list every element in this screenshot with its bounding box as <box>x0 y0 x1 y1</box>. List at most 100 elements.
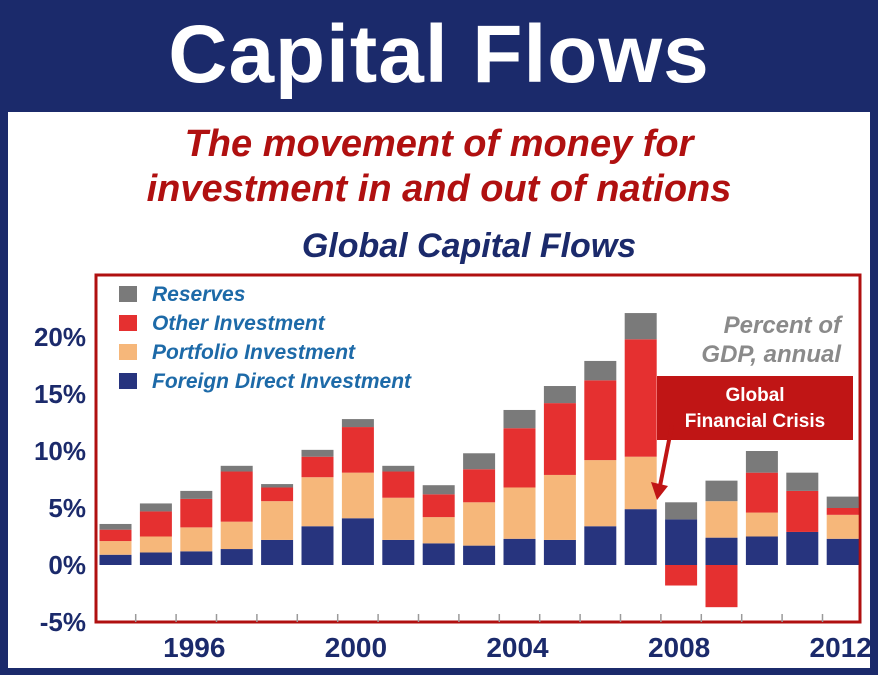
bar-fdi-2003 <box>463 545 496 565</box>
bar-reserves-1998 <box>261 484 294 488</box>
bar-other_investment-2012 <box>826 508 859 515</box>
bar-fdi-2008 <box>665 519 698 565</box>
y-tick-label: 20% <box>34 322 86 352</box>
bar-portfolio_investment-2006 <box>584 460 617 527</box>
page-title: Capital Flows <box>168 9 710 100</box>
bar-fdi-2002 <box>422 543 455 565</box>
bar-fdi-1998 <box>261 539 294 565</box>
bar-reserves-1995 <box>139 503 172 512</box>
bar-reserves-2010 <box>745 451 778 473</box>
bar-reserves-2011 <box>786 472 819 491</box>
bar-other_investment-2009 <box>705 565 738 608</box>
bar-reserves-1994 <box>99 523 132 530</box>
bar-other_investment-2004 <box>503 428 536 488</box>
subtitle-line-1: The movement of money for <box>184 123 694 165</box>
legend-swatch-other_investment <box>119 315 137 331</box>
y-tick-label: 15% <box>34 379 86 409</box>
bar-other_investment-2000 <box>341 427 374 473</box>
bar-portfolio_investment-2012 <box>826 514 859 539</box>
subtitle: The movement of money for investment in … <box>0 122 878 212</box>
legend-label-other_investment: Other Investment <box>152 312 326 335</box>
bar-portfolio_investment-2001 <box>382 497 415 540</box>
bar-reserves-2000 <box>341 419 374 428</box>
annotation-box <box>657 376 853 440</box>
bar-portfolio_investment-2009 <box>705 501 738 538</box>
bar-reserves-1997 <box>220 465 253 472</box>
bar-other_investment-1996 <box>180 498 213 528</box>
bar-fdi-1996 <box>180 551 213 565</box>
annotation-arrow-shaft <box>658 424 674 487</box>
bar-other_investment-1998 <box>261 487 294 502</box>
bar-other_investment-1999 <box>301 456 334 478</box>
bar-fdi-2006 <box>584 526 617 565</box>
bar-reserves-2003 <box>463 453 496 470</box>
bar-fdi-2007 <box>624 509 657 565</box>
bar-fdi-2005 <box>543 539 576 565</box>
legend-label-portfolio_investment: Portfolio Investment <box>152 341 356 364</box>
legend-swatch-reserves <box>119 286 137 302</box>
bar-fdi-2001 <box>382 539 415 565</box>
subtitle-line-2: investment in and out of nations <box>146 168 732 210</box>
bar-portfolio_investment-2005 <box>543 474 576 540</box>
bar-portfolio_investment-1995 <box>139 536 172 553</box>
bar-reserves-2007 <box>624 313 657 340</box>
chart-note: Percent of <box>724 312 843 339</box>
bar-portfolio_investment-2010 <box>745 512 778 537</box>
bar-portfolio_investment-2004 <box>503 487 536 539</box>
bar-reserves-2005 <box>543 386 576 404</box>
legend-label-fdi: Foreign Direct Investment <box>152 370 412 393</box>
x-tick-label: 2004 <box>486 632 549 663</box>
bar-other_investment-2002 <box>422 494 455 518</box>
bar-other_investment-2010 <box>745 472 778 513</box>
bar-reserves-2006 <box>584 360 617 381</box>
bar-fdi-2000 <box>341 518 374 565</box>
bar-other_investment-2001 <box>382 471 415 498</box>
bar-reserves-1999 <box>301 449 334 457</box>
bar-other_investment-2008 <box>665 565 698 586</box>
bar-reserves-2008 <box>665 502 698 520</box>
bar-other_investment-2003 <box>463 469 496 503</box>
title-banner: Capital Flows <box>0 0 878 110</box>
bar-portfolio_investment-2000 <box>341 472 374 519</box>
x-tick-label: 2012 <box>810 632 872 663</box>
bar-other_investment-2011 <box>786 490 819 532</box>
y-tick-label: 0% <box>48 550 86 580</box>
bar-fdi-1994 <box>99 554 132 565</box>
bar-portfolio_investment-1996 <box>180 527 213 552</box>
x-tick-label: 2008 <box>648 632 710 663</box>
bar-fdi-1999 <box>301 526 334 565</box>
annotation-text: Financial Crisis <box>685 411 825 432</box>
y-tick-label: -5% <box>40 607 86 637</box>
annotation-arrow-head <box>651 482 668 500</box>
bar-other_investment-2005 <box>543 403 576 475</box>
bar-fdi-2010 <box>745 536 778 565</box>
bar-fdi-2011 <box>786 531 819 565</box>
annotation-text: Global <box>725 385 784 406</box>
bar-fdi-1997 <box>220 549 253 565</box>
plot-border <box>94 273 862 624</box>
bar-other_investment-1994 <box>99 529 132 542</box>
y-tick-label: 10% <box>34 436 86 466</box>
bar-other_investment-2006 <box>584 380 617 461</box>
bar-reserves-2004 <box>503 409 536 429</box>
bar-reserves-2012 <box>826 496 859 508</box>
chart-title: Global Capital Flows <box>301 227 637 265</box>
bar-portfolio_investment-2003 <box>463 502 496 546</box>
legend-swatch-portfolio_investment <box>119 344 137 360</box>
bar-other_investment-1997 <box>220 471 253 522</box>
bar-portfolio_investment-1994 <box>99 541 132 555</box>
bar-other_investment-1995 <box>139 511 172 537</box>
bar-reserves-2001 <box>382 465 415 472</box>
bar-fdi-2004 <box>503 538 536 565</box>
x-tick-label: 1996 <box>163 632 225 663</box>
bar-reserves-2009 <box>705 480 738 502</box>
x-tick-label: 2000 <box>325 632 387 663</box>
bar-fdi-2012 <box>826 538 859 565</box>
bar-portfolio_investment-1997 <box>220 521 253 550</box>
bar-fdi-1995 <box>139 552 172 565</box>
bar-portfolio_investment-1999 <box>301 477 334 527</box>
bar-portfolio_investment-2002 <box>422 517 455 544</box>
bar-portfolio_investment-1998 <box>261 501 294 540</box>
bar-reserves-1996 <box>180 490 213 499</box>
